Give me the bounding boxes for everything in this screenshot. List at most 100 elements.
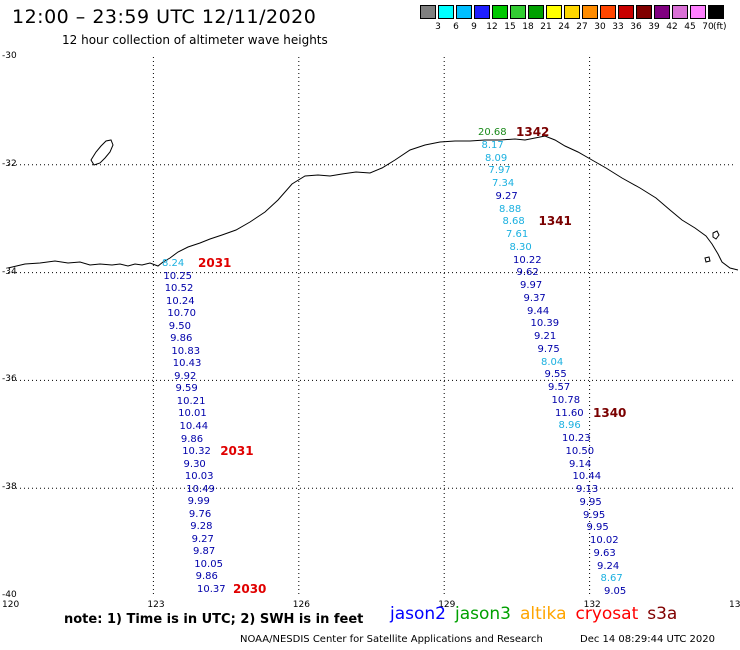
wave-height-value: 9.63 bbox=[593, 547, 616, 559]
generated-timestamp: Dec 14 08:29:44 UTC 2020 bbox=[580, 634, 715, 645]
colorbar-label: 6 bbox=[453, 22, 459, 32]
wave-height-value: 9.95 bbox=[579, 496, 602, 508]
wave-height-value: 8.68 bbox=[502, 216, 525, 228]
colorbar-label: 18 bbox=[522, 22, 534, 32]
wave-height-value: 9.37 bbox=[523, 292, 546, 304]
pass-time-label: 1341 bbox=[538, 214, 572, 229]
wave-height-value: 7.34 bbox=[492, 178, 515, 189]
pass-time-label: 2030 bbox=[233, 582, 267, 596]
wave-height-value: 10.78 bbox=[551, 394, 581, 406]
wave-height-value: 8.30 bbox=[509, 241, 532, 253]
wave-height-value: 9.75 bbox=[537, 343, 560, 355]
wave-height-value: 10.50 bbox=[565, 445, 595, 457]
legend-item-altika: altika bbox=[520, 604, 567, 624]
wave-height-value: 10.21 bbox=[176, 395, 206, 407]
colorbar-swatch bbox=[546, 5, 562, 19]
colorbar-label: 12 bbox=[486, 22, 498, 32]
island bbox=[704, 256, 711, 263]
lon-tick-label: 126 bbox=[292, 600, 310, 610]
wave-height-value: 10.70 bbox=[167, 308, 197, 320]
wave-height-value: 9.92 bbox=[174, 370, 197, 382]
island bbox=[90, 139, 114, 166]
colorbar-label: 70 bbox=[702, 22, 714, 32]
colorbar-label: 39 bbox=[648, 22, 660, 32]
wave-height-value: 10.03 bbox=[184, 471, 214, 483]
colorbar-label: 21 bbox=[540, 22, 552, 32]
wave-height-value: 9.27 bbox=[495, 190, 518, 202]
wave-height-value: 7.61 bbox=[506, 229, 529, 240]
wave-height-value: 10.37 bbox=[197, 584, 226, 595]
wave-height-value: 9.50 bbox=[168, 320, 191, 332]
wave-height-value: 9.86 bbox=[180, 433, 204, 445]
wave-height-value: 10.49 bbox=[186, 483, 215, 495]
wave-height-value: 10.24 bbox=[166, 295, 195, 307]
wave-height-value: 7.97 bbox=[488, 165, 511, 177]
wave-height-value: 10.43 bbox=[172, 358, 202, 370]
colorbar-swatch bbox=[528, 5, 544, 19]
wave-height-value: 9.86 bbox=[170, 333, 193, 345]
lat-tick-label: -32 bbox=[2, 158, 17, 169]
pass-time-label: 2031 bbox=[220, 444, 254, 459]
wave-height-value: 10.02 bbox=[590, 535, 619, 546]
colorbar-label: 27 bbox=[576, 22, 588, 32]
lon-tick-label: 123 bbox=[147, 600, 165, 610]
colorbar-label: 30 bbox=[594, 22, 606, 32]
pass-time-label: 1340 bbox=[593, 405, 627, 420]
wave-height-value: 9.59 bbox=[175, 383, 198, 395]
legend-item-s3a: s3a bbox=[647, 604, 678, 624]
wave-height-value: 9.99 bbox=[187, 496, 210, 508]
colorbar-swatch bbox=[708, 5, 724, 19]
legend-item-jason2: jason2 bbox=[390, 604, 446, 624]
wave-height-value: 8.17 bbox=[481, 139, 504, 151]
wave-height-value: 9.55 bbox=[544, 369, 567, 381]
wave-height-value: 20.68 bbox=[478, 127, 507, 138]
colorbar-swatch bbox=[672, 5, 688, 19]
wave-height-value: 9.44 bbox=[527, 305, 550, 317]
colorbar-label: 45 bbox=[684, 22, 696, 32]
wave-height-value: 9.87 bbox=[192, 546, 216, 558]
colorbar-swatch bbox=[474, 5, 490, 19]
wave-height-value: 9.21 bbox=[534, 331, 557, 342]
wave-height-value: 10.39 bbox=[530, 318, 560, 330]
units-note: note: 1) Time is in UTC; 2) SWH is in fe… bbox=[64, 612, 364, 627]
wave-height-value: 9.76 bbox=[188, 508, 212, 520]
wave-height-value: 10.83 bbox=[171, 345, 201, 357]
legend-item-cryosat: cryosat bbox=[575, 604, 639, 624]
wave-height-value: 10.05 bbox=[194, 558, 223, 570]
lon-tick-label: 132 bbox=[583, 600, 601, 610]
colorbar-swatch bbox=[654, 5, 670, 19]
lat-tick-label: -30 bbox=[2, 51, 17, 61]
wave-height-value: 9.97 bbox=[520, 280, 543, 291]
colorbar-swatch bbox=[618, 5, 634, 19]
colorbar-swatch bbox=[438, 5, 454, 19]
wave-height-value: 10.01 bbox=[178, 408, 207, 420]
wave-height-value: 10.32 bbox=[182, 446, 211, 458]
legend-item-jason3: jason3 bbox=[455, 604, 511, 624]
wave-height-value: 9.27 bbox=[191, 533, 214, 545]
wave-height-value: 8.04 bbox=[541, 356, 564, 368]
wave-height-value: 9.13 bbox=[576, 484, 599, 495]
colorbar-label: 36 bbox=[630, 22, 642, 32]
wave-height-value: 9.28 bbox=[190, 521, 213, 533]
wave-height-value: 9.57 bbox=[548, 382, 571, 393]
wave-height-value: 10.23 bbox=[562, 433, 591, 444]
lon-tick-label: 135 bbox=[729, 600, 740, 610]
lon-tick-label: 120 bbox=[2, 600, 20, 610]
lat-tick-label: -36 bbox=[2, 374, 17, 385]
page-title: 12:00 – 23:59 UTC 12/11/2020 bbox=[12, 6, 317, 28]
colorbar-swatch bbox=[636, 5, 652, 19]
pass-time-label: 2031 bbox=[198, 256, 232, 270]
wave-height-value: 9.05 bbox=[604, 586, 627, 597]
lat-tick-label: -34 bbox=[2, 266, 17, 277]
wave-height-value: 8.67 bbox=[600, 573, 623, 585]
wave-height-value: 9.14 bbox=[569, 458, 592, 470]
colorbar-label: 24 bbox=[558, 22, 570, 32]
wave-height-value: 10.44 bbox=[179, 421, 209, 432]
wave-height-value: 11.60 bbox=[555, 407, 584, 419]
colorbar-unit: (ft) bbox=[713, 22, 727, 32]
wave-height-value: 9.86 bbox=[195, 571, 218, 583]
wave-height-value: 10.25 bbox=[163, 270, 192, 282]
colorbar-swatch bbox=[600, 5, 616, 19]
wave-height-value: 8.88 bbox=[499, 203, 522, 215]
